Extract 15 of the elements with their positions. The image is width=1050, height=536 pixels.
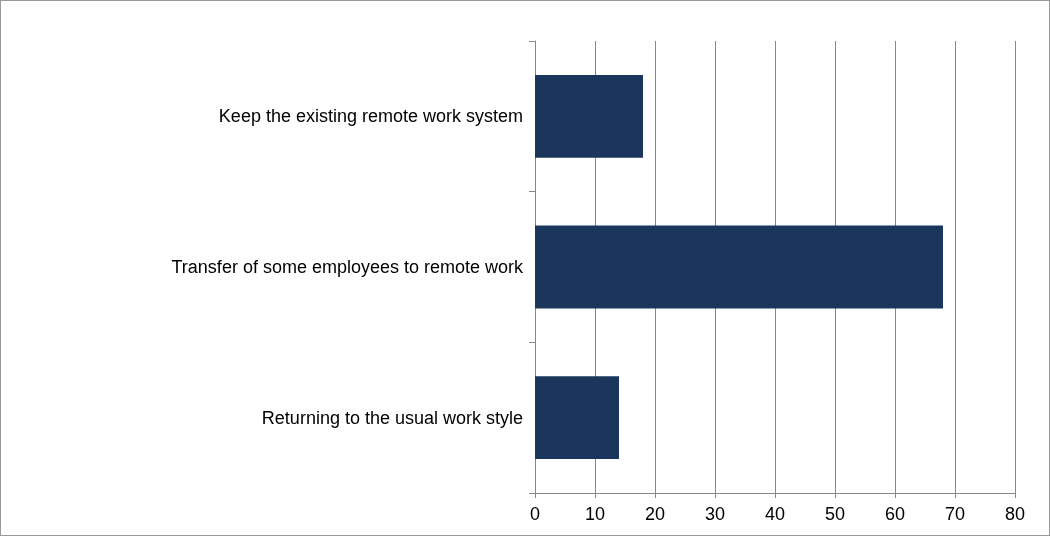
- x-tick-label: 80: [1004, 504, 1026, 524]
- x-tick-label: 60: [884, 504, 906, 524]
- bar: [535, 74, 643, 158]
- bar: [535, 225, 943, 309]
- x-tick-label: 10: [584, 504, 606, 524]
- x-tick-label: 40: [764, 504, 786, 524]
- x-tick-label: 30: [704, 504, 726, 524]
- y-tick-label: Transfer of some employees to remote work: [171, 257, 524, 277]
- y-tick-label: Keep the existing remote work system: [218, 106, 523, 127]
- bar: [535, 376, 619, 460]
- x-tick-label: 50: [824, 504, 846, 524]
- y-tick-label: Returning to the usual work style: [261, 407, 523, 428]
- x-tick-label: 0: [529, 504, 541, 524]
- x-tick-label: 20: [644, 504, 666, 524]
- x-tick-label: 70: [944, 504, 966, 524]
